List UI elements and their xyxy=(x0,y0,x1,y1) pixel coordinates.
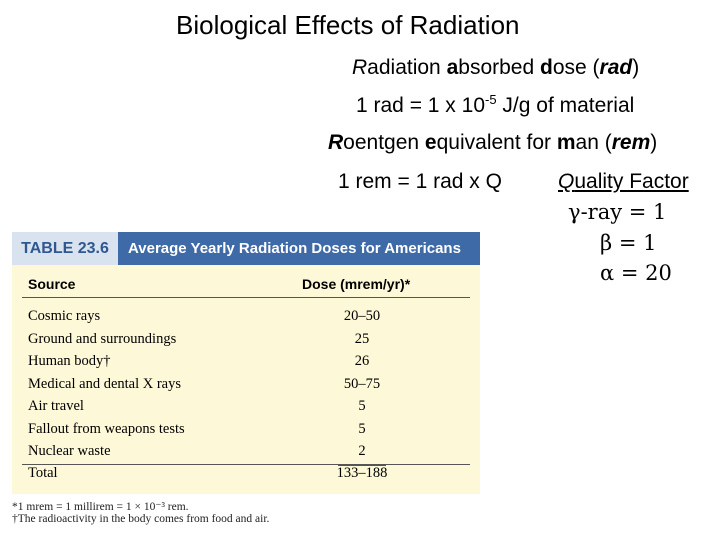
rad-equation: 1 rad = 1 x 10-5 J/g of material xyxy=(356,92,635,117)
table-title: Average Yearly Radiation Doses for Ameri… xyxy=(128,240,461,257)
footnote-body-radioactivity: †The radioactivity in the body comes fro… xyxy=(12,513,270,525)
table-rows: Cosmic rays 20–50 Ground and surroundings… xyxy=(12,306,480,464)
table-header-bar: TABLE 23.6 Average Yearly Radiation Dose… xyxy=(12,232,480,265)
column-header-source: Source xyxy=(28,276,76,292)
alpha-quality-factor: α = 20 xyxy=(600,261,672,285)
footnote-mrem: *1 mrem = 1 millirem = 1 × 10⁻³ rem. xyxy=(12,501,189,513)
radiation-dose-table: TABLE 23.6 Average Yearly Radiation Dose… xyxy=(12,232,480,494)
table-row: Human body† 26 xyxy=(28,353,370,369)
table-row: Ground and surroundings 25 xyxy=(28,330,370,347)
table-row: Fallout from weapons tests 5 xyxy=(28,420,366,437)
page-title: Biological Effects of Radiation xyxy=(176,10,520,40)
rem-equation: 1 rem = 1 rad x Q xyxy=(338,170,502,193)
table-number: TABLE 23.6 xyxy=(12,232,118,265)
table-row: Nuclear waste 2 xyxy=(28,443,366,459)
rem-definition: Roentgen equivalent for man (rem) xyxy=(328,131,658,154)
gamma-quality-factor: γ-ray = 1 xyxy=(568,200,667,224)
rad-definition: Radiation absorbed dose (rad) xyxy=(352,56,640,79)
column-header-dose: Dose (mrem/yr)* xyxy=(302,276,411,292)
quality-factor-heading: Quality Factor xyxy=(558,170,689,193)
table-row: Air travel 5 xyxy=(28,398,366,414)
total-divider xyxy=(22,464,470,465)
table-row: Medical and dental X rays 50–75 xyxy=(28,375,381,392)
table-row: Cosmic rays 20–50 xyxy=(28,308,381,324)
table-total-row: Total 133–188 xyxy=(12,463,480,485)
header-divider xyxy=(22,297,470,298)
beta-quality-factor: β = 1 xyxy=(600,231,657,255)
